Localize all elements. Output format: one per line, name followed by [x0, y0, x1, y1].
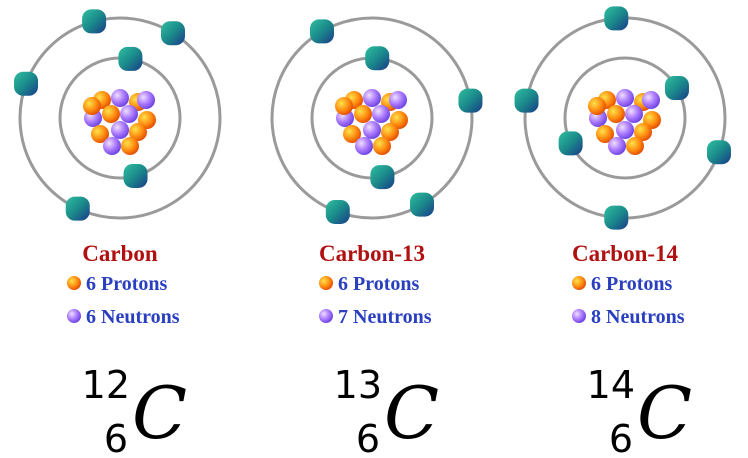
electron — [458, 89, 482, 113]
inner-shell — [565, 58, 685, 178]
outer-shell — [20, 18, 220, 218]
neutron — [103, 137, 121, 155]
atomic-number: 6 — [104, 417, 128, 458]
neutron-count: 8 Neutrons — [591, 306, 685, 328]
proton — [335, 97, 353, 115]
atomic-number: 6 — [609, 417, 633, 458]
neutron — [616, 121, 634, 139]
neutron — [608, 137, 626, 155]
electron — [161, 21, 185, 45]
isotope-name: Carbon-14 — [572, 241, 679, 266]
electron — [66, 197, 90, 221]
proton — [121, 137, 139, 155]
isotope-name: Carbon-13 — [319, 241, 425, 266]
electron — [326, 200, 350, 224]
neutron — [372, 105, 390, 123]
neutron — [137, 91, 155, 109]
electron — [370, 165, 394, 189]
proton — [354, 105, 372, 123]
atomic-number: 6 — [356, 417, 380, 458]
proton-count: 6 Protons — [591, 273, 673, 295]
proton-bullet — [572, 276, 586, 290]
neutron-bullet — [572, 309, 586, 323]
electron — [82, 9, 106, 33]
proton — [607, 105, 625, 123]
proton — [83, 97, 101, 115]
inner-shell — [60, 58, 180, 178]
neutron-bullet — [319, 309, 333, 323]
inner-shell — [312, 58, 432, 178]
mass-number: 13 — [334, 363, 382, 407]
neutron — [616, 89, 634, 107]
neutron-count: 6 Neutrons — [86, 306, 180, 328]
electron — [310, 19, 334, 43]
electron — [604, 206, 628, 230]
proton-bullet — [67, 276, 81, 290]
neutron-count: 7 Neutrons — [338, 306, 432, 328]
proton-count: 6 Protons — [86, 273, 168, 295]
element-symbol: C — [637, 371, 692, 455]
proton-bullet — [319, 276, 333, 290]
proton — [373, 137, 391, 155]
proton-count: 6 Protons — [338, 273, 420, 295]
electron — [118, 47, 142, 71]
electron — [124, 164, 148, 188]
electron — [14, 72, 38, 96]
neutron — [625, 105, 643, 123]
proton — [102, 105, 120, 123]
electron — [365, 46, 389, 70]
neutron — [389, 91, 407, 109]
neutron — [642, 91, 660, 109]
mass-number: 14 — [587, 363, 635, 407]
electron — [707, 140, 731, 164]
mass-number: 12 — [82, 363, 130, 407]
electron — [559, 131, 583, 155]
neutron — [363, 121, 381, 139]
neutron — [111, 121, 129, 139]
proton — [626, 137, 644, 155]
neutron-bullet — [67, 309, 81, 323]
neutron — [355, 137, 373, 155]
proton — [588, 97, 606, 115]
neutron — [120, 105, 138, 123]
electron — [515, 89, 539, 113]
electron — [410, 193, 434, 217]
electron — [604, 6, 628, 30]
isotope-diagram: Carbon6 Protons6 Neutrons126CCarbon-136 … — [0, 0, 748, 458]
element-symbol: C — [384, 371, 439, 455]
isotope-name: Carbon — [82, 241, 158, 266]
neutron — [111, 89, 129, 107]
electron — [665, 76, 689, 100]
outer-shell — [525, 18, 725, 218]
neutron — [363, 89, 381, 107]
element-symbol: C — [132, 371, 187, 455]
